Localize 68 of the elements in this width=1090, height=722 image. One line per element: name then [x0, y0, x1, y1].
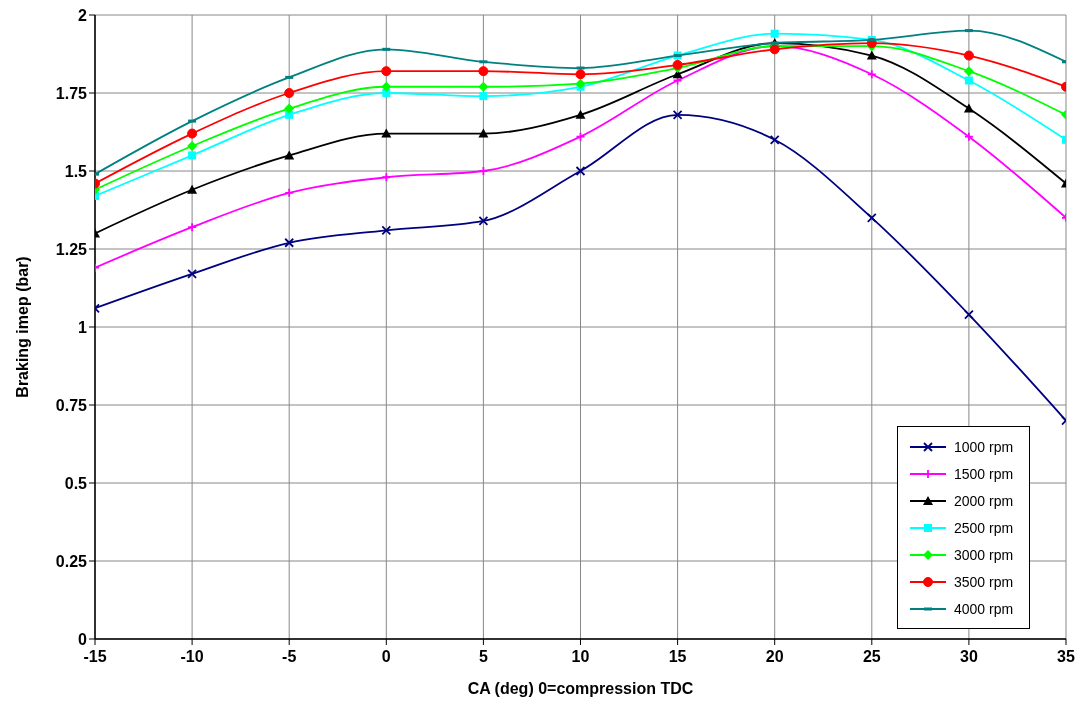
- point: [284, 237, 295, 248]
- point: [284, 88, 295, 98]
- legend-label: 2500 rpm: [954, 519, 1014, 536]
- y-tick-label: 0: [78, 630, 88, 648]
- point: [285, 110, 294, 119]
- point: [963, 66, 974, 77]
- point: [963, 50, 974, 61]
- point: [964, 76, 973, 85]
- y-tick-label: 2: [78, 6, 88, 24]
- point: [187, 141, 198, 152]
- point: [672, 59, 683, 70]
- point: [478, 216, 489, 226]
- x-tick-label: 5: [478, 648, 488, 666]
- x-tick-label: -15: [83, 648, 107, 666]
- point: [478, 128, 489, 138]
- legend-label: 3000 rpm: [954, 546, 1014, 563]
- point: [381, 66, 392, 77]
- point: [575, 109, 586, 119]
- point: [769, 134, 780, 145]
- legend-label: 2000 rpm: [954, 492, 1014, 509]
- point: [381, 225, 392, 236]
- point: [381, 128, 392, 138]
- x-tick-label: 30: [960, 648, 978, 666]
- x-tick-label: -5: [282, 648, 297, 666]
- point: [866, 50, 877, 60]
- x-tick-label: -10: [180, 648, 204, 666]
- point: [478, 81, 489, 92]
- x-tick-label: 35: [1057, 648, 1075, 666]
- x-tick-label: 15: [668, 648, 687, 666]
- point: [188, 151, 197, 160]
- point: [964, 131, 974, 142]
- legend-label: 1000 rpm: [954, 438, 1014, 455]
- point: [964, 309, 974, 320]
- x-tick-label: 10: [571, 648, 590, 666]
- point: [187, 269, 197, 279]
- point: [284, 103, 295, 114]
- y-tick-label: 1.25: [55, 240, 88, 258]
- point: [575, 69, 586, 80]
- point: [187, 128, 198, 139]
- point: [381, 172, 392, 183]
- y-tick-label: 0.25: [55, 552, 88, 570]
- point: [770, 29, 779, 38]
- point: [187, 222, 197, 233]
- point: [866, 212, 877, 223]
- point: [381, 81, 392, 92]
- y-axis-title: Braking imep (bar): [13, 256, 31, 398]
- x-tick-label: 25: [862, 648, 881, 666]
- x-axis-title: CA (deg) 0=compression TDC: [467, 680, 694, 697]
- legend-label: 4000 rpm: [954, 600, 1014, 617]
- point: [575, 78, 586, 89]
- point: [672, 109, 683, 120]
- legend-label: 3500 rpm: [954, 573, 1014, 590]
- point: [479, 92, 488, 101]
- legend-label: 1500 rpm: [954, 465, 1014, 482]
- x-tick-label: 20: [765, 648, 784, 666]
- y-tick-label: 1: [78, 318, 88, 336]
- y-tick-label: 1.5: [64, 162, 88, 180]
- x-tick-label: 0: [381, 648, 391, 666]
- point: [187, 184, 198, 194]
- y-tick-label: 0.75: [55, 396, 88, 414]
- point: [866, 69, 877, 80]
- point: [963, 103, 974, 113]
- y-tick-label: 0.5: [64, 474, 88, 492]
- y-tick-label: 1.75: [55, 84, 88, 102]
- point: [575, 166, 586, 176]
- point: [284, 187, 295, 198]
- point: [284, 150, 295, 160]
- point: [478, 66, 489, 77]
